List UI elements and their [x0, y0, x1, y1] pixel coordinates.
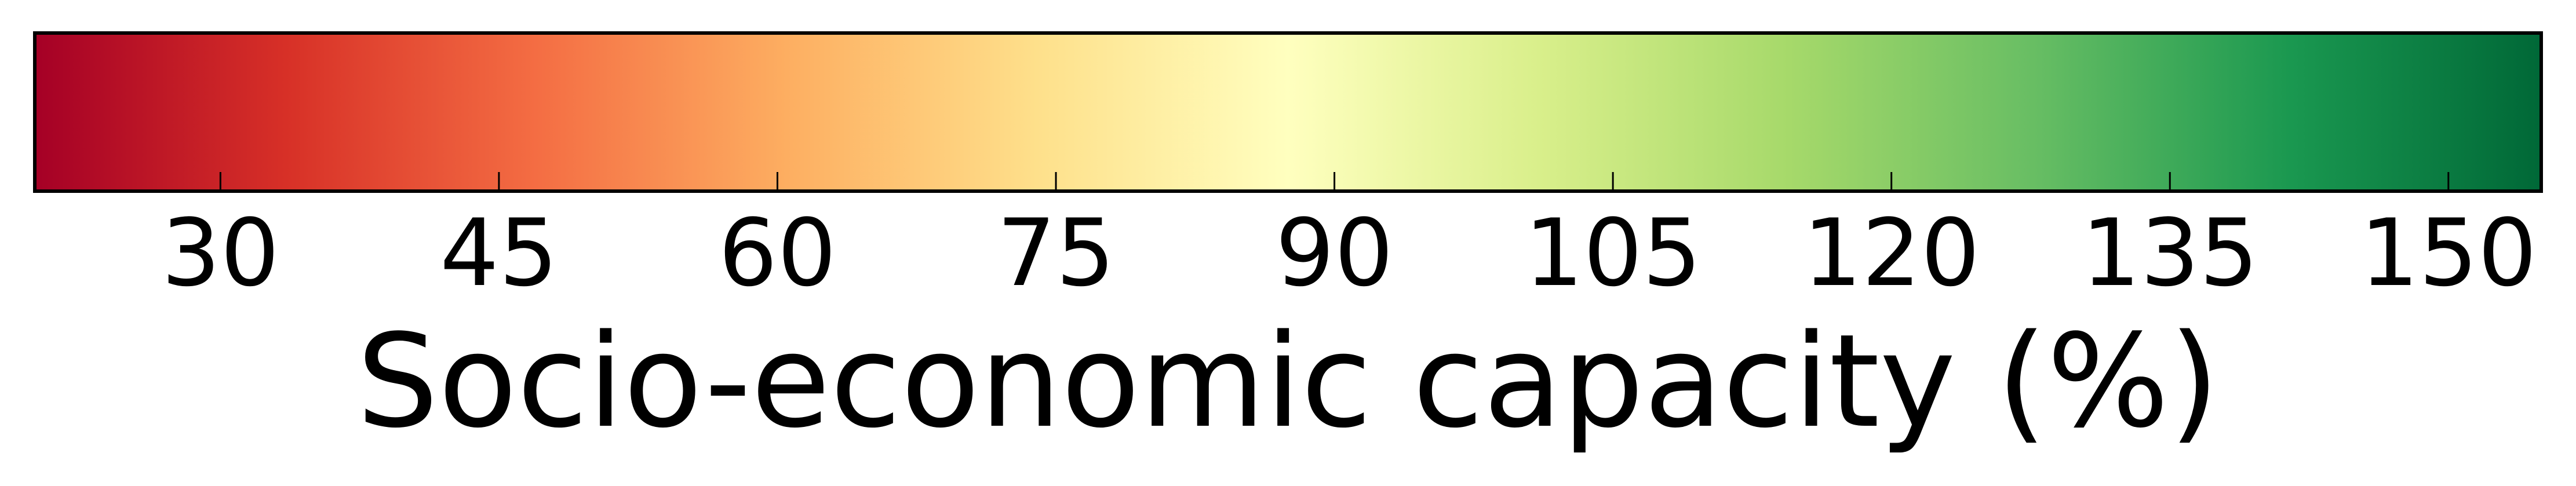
- colorbar-gradient: [35, 33, 2541, 191]
- tick-label: 105: [1524, 199, 1701, 307]
- tick-label: 135: [2082, 199, 2258, 307]
- tick-label: 90: [1276, 199, 1394, 307]
- tick-label: 120: [1803, 199, 1980, 307]
- tick-labels: 30 45 60 75 90 105 120 135 150: [162, 199, 2537, 307]
- tick-label: 45: [440, 199, 558, 307]
- tick-label: 60: [719, 199, 837, 307]
- colorbar-frame: [33, 31, 2543, 193]
- tick-label: 150: [2360, 199, 2537, 307]
- tick-label: 75: [997, 199, 1115, 307]
- colorbar-axis-label: Socio-economic capacity (%): [356, 307, 2219, 456]
- tick-marks: [219, 172, 2450, 191]
- tick-label: 30: [162, 199, 280, 307]
